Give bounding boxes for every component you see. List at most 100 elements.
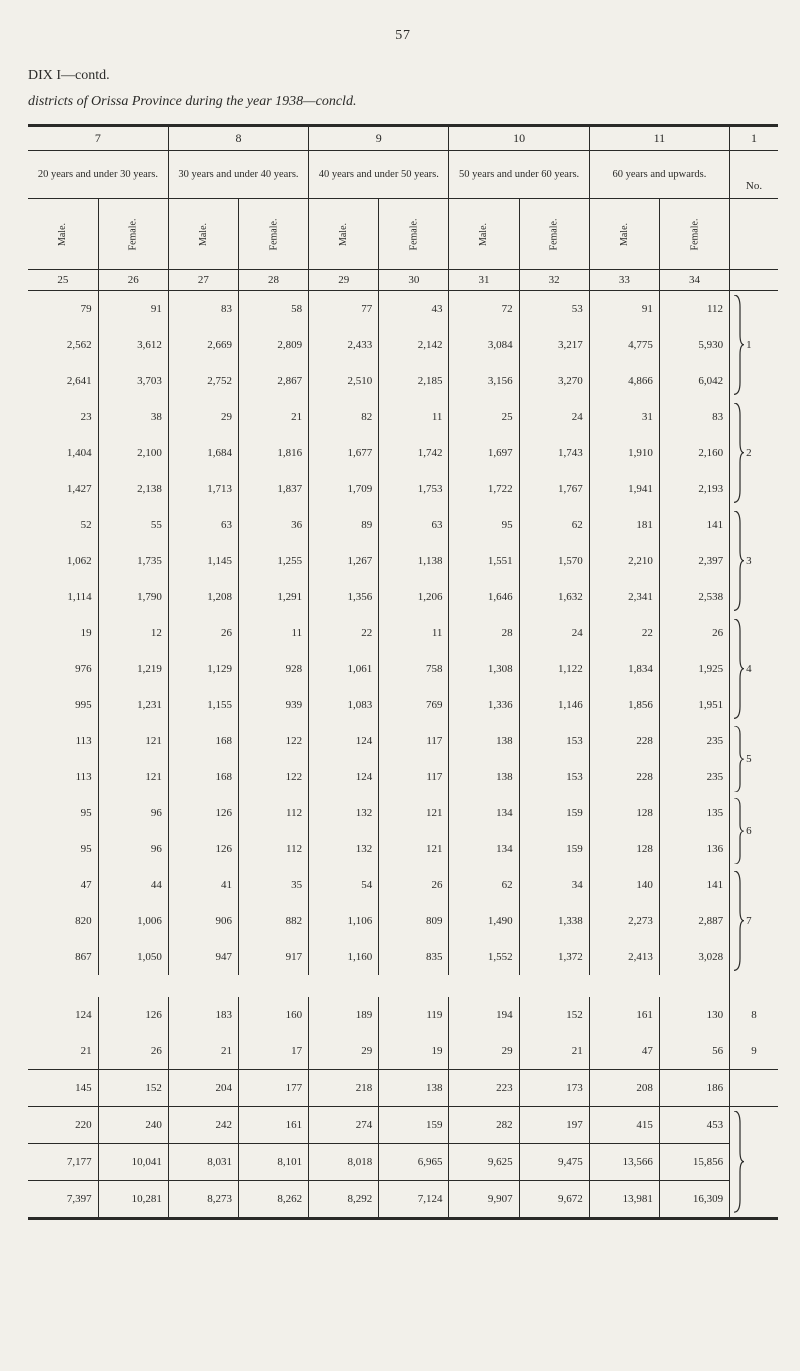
data-cell: 8,262 — [238, 1181, 308, 1219]
col-group-8: 8 — [168, 126, 308, 151]
table-row: 113121168122124117138153228235 — [28, 759, 778, 795]
data-cell: 21 — [168, 1033, 238, 1070]
data-cell: 1,404 — [28, 435, 98, 471]
data-cell: 11 — [238, 615, 308, 651]
data-cell: 1,061 — [309, 651, 379, 687]
coln-34: 34 — [659, 270, 729, 291]
data-cell: 976 — [28, 651, 98, 687]
data-cell: 122 — [238, 723, 308, 759]
table-row: 7991835877437253911121 — [28, 291, 778, 328]
data-cell: 55 — [98, 507, 168, 543]
data-cell: 62 — [519, 507, 589, 543]
data-cell: 83 — [659, 399, 729, 435]
coln-28: 28 — [238, 270, 308, 291]
col-group-9: 9 — [309, 126, 449, 151]
data-cell: 7,124 — [379, 1181, 449, 1219]
row-label: 6 — [730, 795, 778, 867]
data-cell: 928 — [238, 651, 308, 687]
row-label: 1 — [730, 291, 778, 400]
table-row: 9951,2311,1559391,0837691,3361,1461,8561… — [28, 687, 778, 723]
summary-row: 7,39710,2818,2738,2628,2927,1249,9079,67… — [28, 1181, 778, 1219]
table-row: 1,4272,1381,7131,8371,7091,7531,7221,767… — [28, 471, 778, 507]
brace-icon — [732, 619, 744, 718]
data-cell: 16,309 — [659, 1181, 729, 1219]
sex-blank — [730, 199, 778, 270]
data-cell: 13,566 — [589, 1144, 659, 1181]
table-row: 95961261121321211341591281356 — [28, 795, 778, 831]
row-label: 5 — [730, 723, 778, 795]
data-cell: 134 — [449, 831, 519, 867]
row-label-brace — [730, 1107, 778, 1219]
data-cell: 173 — [519, 1070, 589, 1107]
data-cell: 29 — [168, 399, 238, 435]
data-cell: 130 — [659, 997, 729, 1033]
data-cell: 1,925 — [659, 651, 729, 687]
coln-33: 33 — [589, 270, 659, 291]
data-cell: 89 — [309, 507, 379, 543]
row-label-blank — [730, 1070, 778, 1107]
data-cell: 8,273 — [168, 1181, 238, 1219]
data-cell: 1,231 — [98, 687, 168, 723]
data-cell: 223 — [449, 1070, 519, 1107]
data-cell: 947 — [168, 939, 238, 975]
data-cell: 96 — [98, 831, 168, 867]
data-cell: 82 — [309, 399, 379, 435]
scanned-page: 57 DIX I—contd. districts of Orissa Prov… — [0, 0, 800, 1242]
col-group-1: 1 — [730, 126, 778, 151]
row-label-number: 4 — [746, 663, 752, 675]
data-cell: 917 — [238, 939, 308, 975]
data-cell: 1,208 — [168, 579, 238, 615]
data-cell: 8,292 — [309, 1181, 379, 1219]
data-cell: 21 — [519, 1033, 589, 1070]
coln-30: 30 — [379, 270, 449, 291]
data-cell: 2,185 — [379, 363, 449, 399]
data-cell: 218 — [309, 1070, 379, 1107]
data-cell: 769 — [379, 687, 449, 723]
data-cell: 1,129 — [168, 651, 238, 687]
data-cell: 112 — [238, 795, 308, 831]
data-cell: 10,281 — [98, 1181, 168, 1219]
brace-icon — [732, 403, 744, 502]
data-cell: 1,356 — [309, 579, 379, 615]
data-cell: 228 — [589, 759, 659, 795]
data-cell: 415 — [589, 1107, 659, 1144]
data-cell: 22 — [589, 615, 659, 651]
sex-female-32: Female. — [519, 199, 589, 270]
data-cell: 141 — [659, 507, 729, 543]
row-label-number: 2 — [746, 447, 752, 459]
data-cell: 168 — [168, 759, 238, 795]
data-cell: 2,397 — [659, 543, 729, 579]
data-cell: 208 — [589, 1070, 659, 1107]
data-cell: 2,510 — [309, 363, 379, 399]
data-cell: 2,867 — [238, 363, 308, 399]
data-cell: 141 — [659, 867, 729, 903]
data-cell: 132 — [309, 831, 379, 867]
data-cell: 3,217 — [519, 327, 589, 363]
data-cell: 274 — [309, 1107, 379, 1144]
col-group-number-row: 7 8 9 10 11 1 — [28, 126, 778, 151]
data-cell: 8,031 — [168, 1144, 238, 1181]
data-cell: 132 — [309, 795, 379, 831]
data-cell: 2,538 — [659, 579, 729, 615]
data-cell: 1,155 — [168, 687, 238, 723]
data-cell: 1,206 — [379, 579, 449, 615]
doc-heading-line2: districts of Orissa Province during the … — [28, 94, 778, 110]
data-cell: 122 — [238, 759, 308, 795]
table-row: 1,0621,7351,1451,2551,2671,1381,5511,570… — [28, 543, 778, 579]
table-row: 2,5623,6122,6692,8092,4332,1423,0843,217… — [28, 327, 778, 363]
data-cell: 181 — [589, 507, 659, 543]
data-cell: 2,413 — [589, 939, 659, 975]
data-cell: 128 — [589, 795, 659, 831]
page-number: 57 — [28, 28, 778, 44]
data-cell: 128 — [589, 831, 659, 867]
data-cell: 140 — [589, 867, 659, 903]
data-cell: 11 — [379, 399, 449, 435]
age-header-60-up: 60 years and upwards. — [589, 151, 729, 199]
data-cell: 1,219 — [98, 651, 168, 687]
brace-icon — [732, 871, 744, 970]
data-cell: 1,709 — [309, 471, 379, 507]
data-cell: 13,981 — [589, 1181, 659, 1219]
data-cell: 809 — [379, 903, 449, 939]
data-cell: 126 — [168, 831, 238, 867]
data-cell: 91 — [589, 291, 659, 328]
